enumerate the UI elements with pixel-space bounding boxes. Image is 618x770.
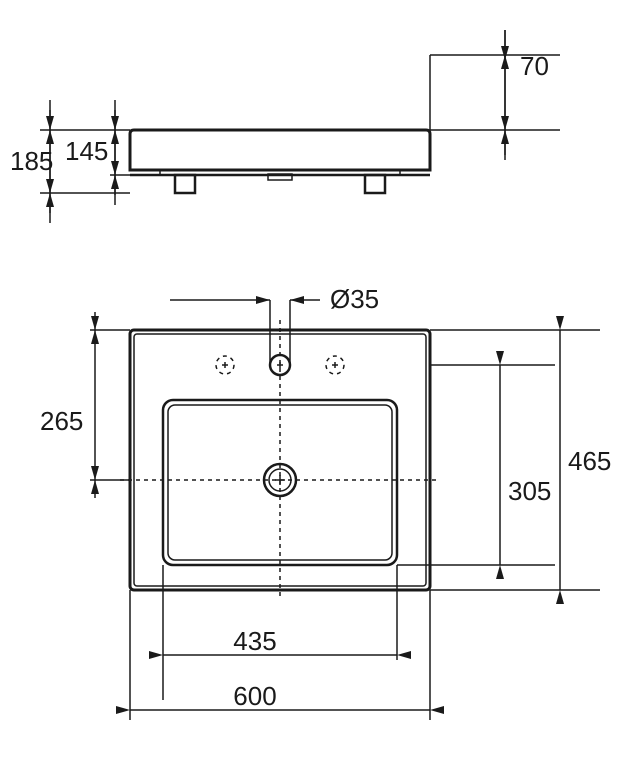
dim-label-265: 265 <box>40 406 83 436</box>
dim-label-70: 70 <box>520 51 549 81</box>
dim-label-600: 600 <box>233 681 276 711</box>
dimension-drawing: 185 145 70 Ø35 265 305 465 435 600 <box>0 0 618 770</box>
dim-label-35: Ø35 <box>330 284 379 314</box>
dim-label-435: 435 <box>233 626 276 656</box>
dim-label-465: 465 <box>568 446 611 476</box>
dim-label-305: 305 <box>508 476 551 506</box>
dim-label-185: 185 <box>10 146 53 176</box>
dim-label-145: 145 <box>65 136 108 166</box>
